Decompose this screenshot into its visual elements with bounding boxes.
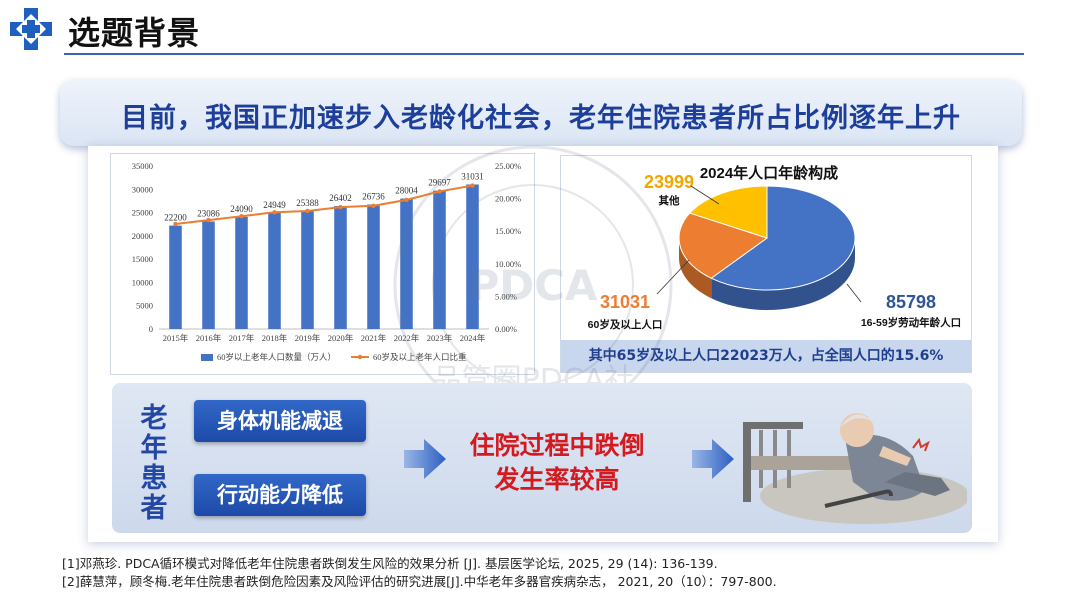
hospital-cross-logo [10, 8, 52, 50]
legend-line-label: 60岁及以上老年人口比重 [373, 352, 467, 362]
bar-data-label: 24090 [230, 204, 253, 214]
pie-slice [688, 185, 768, 239]
line-point [206, 217, 211, 223]
y2-tick-label: 20.00% [495, 194, 521, 204]
leader-line [656, 259, 690, 295]
bar-data-label: 25388 [296, 198, 319, 208]
leader-line [690, 185, 720, 205]
headline-banner: 目前，我国正加速步入老龄化社会，老年住院患者所占比例逐年上升 [60, 80, 1022, 146]
bar-mark [400, 198, 413, 329]
pie-slice-side [711, 238, 855, 310]
y-tick-label: 35000 [132, 161, 153, 171]
x-tick-label: 2019年 [295, 333, 321, 343]
y-tick-label: 0 [149, 324, 153, 334]
bar-mark [202, 221, 215, 329]
arrow-right-icon [692, 439, 734, 479]
x-tick-label: 2017年 [229, 333, 255, 343]
outcome-line-2: 发生率较高 [494, 465, 620, 494]
arrow-right-icon [404, 439, 446, 479]
factor-body-decline: 身体机能减退 [194, 400, 366, 442]
x-tick-label: 2021年 [361, 333, 387, 343]
outcome-line-1: 住院过程中跌倒 [469, 431, 645, 460]
line-point [470, 183, 475, 188]
y2-tick-label: 5.00% [495, 291, 517, 301]
pie-value-label: 23999 [644, 172, 694, 192]
legend-bar-label: 60岁以上老年人口数量（万人） [217, 352, 336, 362]
legend-bar-swatch [201, 354, 213, 361]
bar-mark [334, 206, 347, 329]
line-point [338, 204, 343, 210]
factor-mobility-decline: 行动能力降低 [194, 474, 366, 516]
line-point [371, 203, 376, 208]
bar-mark [301, 210, 314, 329]
fall-risk-outcome: 住院过程中跌倒 发生率较高 [452, 429, 662, 497]
headline-text: 目前，我国正加速步入老龄化社会，老年住院患者所占比例逐年上升 [121, 103, 961, 134]
pie-category-label: 60岁及以上人口 [588, 318, 663, 331]
x-tick-label: 2016年 [196, 333, 222, 343]
bar-data-label: 31031 [461, 171, 484, 181]
line-point [272, 210, 277, 215]
line-point [305, 208, 310, 214]
title-divider [64, 53, 1024, 55]
bar-data-label: 23086 [197, 208, 220, 218]
bar-mark [367, 204, 380, 329]
x-tick-label: 2024年 [460, 333, 486, 343]
x-tick-label: 2018年 [262, 333, 288, 343]
y-tick-label: 15000 [132, 254, 153, 264]
y-tick-label: 5000 [136, 301, 153, 311]
bar-data-label: 26736 [362, 191, 385, 201]
legend-line-marker [357, 354, 363, 360]
pie-footer-note: 其中65岁及以上人口22023万人，占全国人口的15.6% [561, 340, 971, 372]
pie-title: 2024年人口年龄构成 [700, 164, 838, 182]
x-tick-label: 2022年 [394, 333, 420, 343]
x-tick-label: 2023年 [427, 333, 453, 343]
pie-chart-panel: 2024年人口年龄构成 85798 16-59岁劳动年龄人口 31031 60岁及以上人… [560, 155, 972, 373]
y2-tick-label: 10.00% [495, 259, 521, 269]
bar-data-label: 29697 [428, 178, 451, 188]
bar-data-label: 22200 [164, 213, 187, 223]
pie-slice [678, 212, 769, 279]
page-title: 选题背景 [68, 14, 201, 52]
leader-line [846, 283, 862, 303]
pie-chart: 2024年人口年龄构成 85798 16-59岁劳动年龄人口 31031 60岁及以上人… [588, 164, 962, 331]
pie-category-label: 16-59岁劳动年龄人口 [861, 316, 961, 329]
pie-value-label: 31031 [600, 292, 650, 312]
pie-value-label: 85798 [886, 292, 936, 312]
y-tick-label: 10000 [132, 277, 153, 287]
reference-2: [2]薛慧萍，顾冬梅.老年住院患者跌倒危险因素及风险评估的研究进展[J].中华老… [62, 574, 777, 589]
line-point [437, 189, 442, 194]
svg-text:PDCA: PDCA [469, 261, 598, 310]
bar-mark [466, 184, 479, 329]
x-tick-label: 2020年 [328, 333, 354, 343]
pie-slice [710, 185, 856, 291]
bar-chart-panel: 0 5000 10000 15000 20000 25000 30000 35000 0.00%… [110, 153, 535, 375]
bar-data-label: 26402 [329, 193, 352, 203]
line-series [175, 184, 473, 226]
bar-chart: 0 5000 10000 15000 20000 25000 30000 35000 0.00%… [132, 161, 521, 362]
y-tick-label: 25000 [132, 208, 153, 218]
bar-data-label: 24949 [263, 200, 286, 210]
y-tick-label: 20000 [132, 231, 153, 241]
bar-mark [433, 190, 446, 329]
y2-tick-label: 15.00% [495, 226, 521, 236]
bar-data-label: 28004 [395, 186, 418, 196]
line-point [173, 221, 178, 227]
y-tick-label: 30000 [132, 184, 153, 194]
bar-mark [169, 225, 182, 329]
bar-mark [268, 212, 281, 329]
x-tick-label: 2015年 [163, 333, 189, 343]
y2-tick-label: 25.00% [495, 161, 521, 171]
elderly-patients-label: 老年患者 [140, 403, 168, 524]
reference-1: [1]邓燕珍. PDCA循环模式对降低老年住院患者跌倒发生风险的效果分析 [J]… [62, 556, 718, 571]
bar-mark [235, 216, 248, 329]
elderly-fall-illustration [743, 413, 967, 524]
line-point [404, 197, 409, 203]
y2-tick-label: 0.00% [495, 324, 517, 334]
pie-category-label: 其他 [659, 194, 680, 207]
line-point [239, 214, 244, 219]
